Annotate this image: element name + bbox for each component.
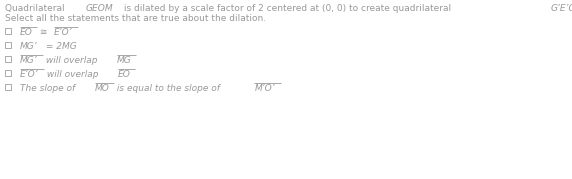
- Text: G’E’O’M’: G’E’O’M’: [551, 4, 572, 13]
- Text: is equal to the slope of: is equal to the slope of: [114, 84, 223, 93]
- Bar: [5, 28, 11, 34]
- Text: GEOM: GEOM: [86, 4, 113, 13]
- Text: E’O’: E’O’: [54, 28, 72, 37]
- Text: ≅: ≅: [37, 28, 50, 37]
- Text: = 2MG: = 2MG: [43, 42, 77, 51]
- Text: will overlap: will overlap: [44, 70, 101, 79]
- Text: is dilated by a scale factor of 2 centered at (0, 0) to create quadrilateral: is dilated by a scale factor of 2 center…: [121, 4, 454, 13]
- Text: EO: EO: [20, 28, 33, 37]
- Bar: [5, 84, 11, 90]
- Text: M’O’: M’O’: [255, 84, 275, 93]
- Bar: [5, 70, 11, 76]
- Text: MG’: MG’: [20, 42, 38, 51]
- Text: MO: MO: [95, 84, 110, 93]
- Text: Select all the statements that are true about the dilation.: Select all the statements that are true …: [5, 14, 266, 23]
- Text: MG’: MG’: [20, 56, 38, 65]
- Text: EO: EO: [118, 70, 131, 79]
- Text: will overlap: will overlap: [43, 56, 100, 65]
- Bar: [5, 56, 11, 62]
- Text: Quadrilateral: Quadrilateral: [5, 4, 67, 13]
- Bar: [5, 42, 11, 48]
- Text: MG: MG: [117, 56, 132, 65]
- Text: The slope of: The slope of: [20, 84, 78, 93]
- Text: E’O’: E’O’: [20, 70, 39, 79]
